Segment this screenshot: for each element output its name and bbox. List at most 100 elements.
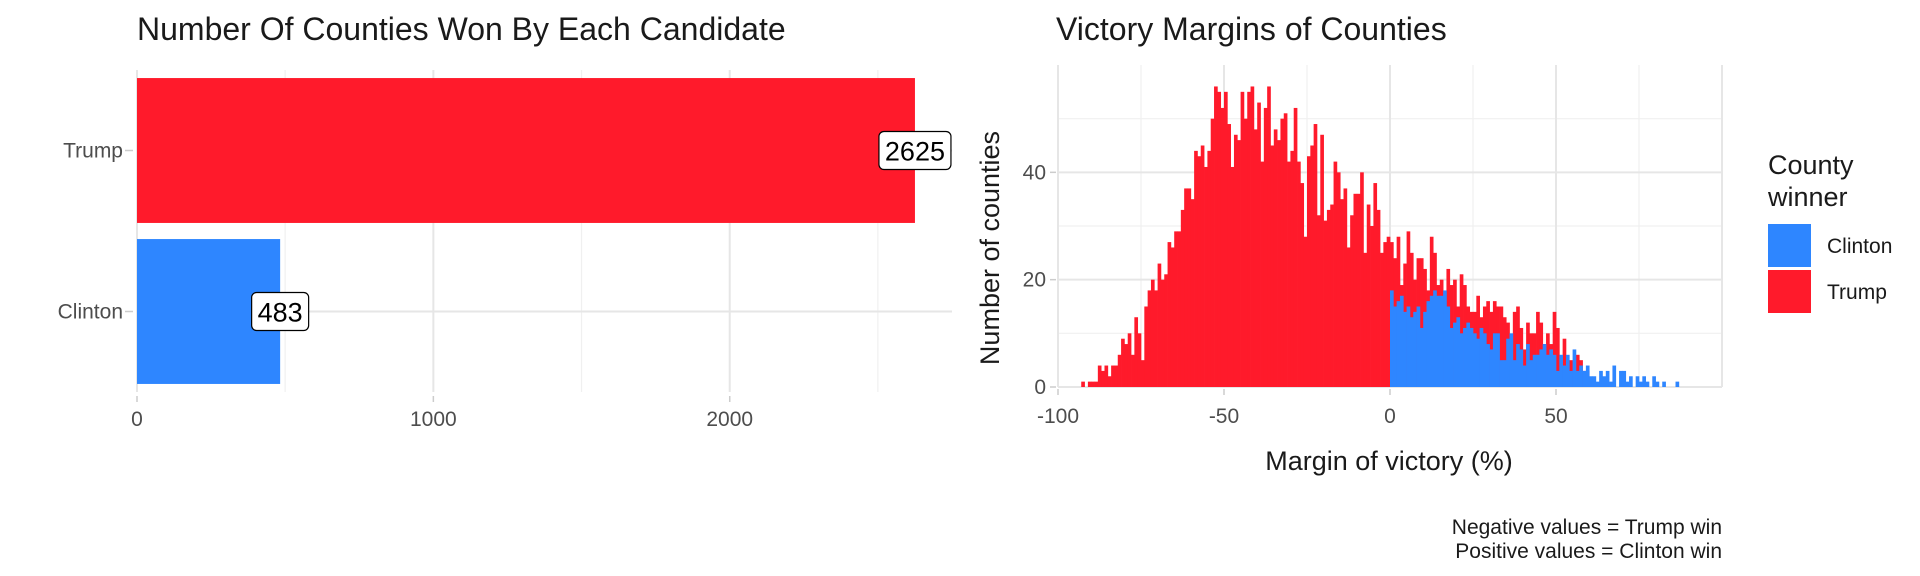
histogram-bin [1247,91,1251,387]
histogram-bin [1277,140,1281,387]
histogram-bin [1602,376,1607,387]
histogram-bars [1081,86,1680,388]
legend-swatch [1768,224,1811,267]
histogram-bin [1127,333,1132,387]
histogram-bin [1642,376,1646,387]
histogram-bin [1456,317,1461,387]
histogram-y-axis-label: Number of counties [975,131,1005,365]
histogram-bin [1565,354,1570,387]
histogram-bin [1101,370,1105,387]
histogram-bin [1310,145,1314,387]
histogram-bin [1287,161,1291,387]
histogram-x-tick-label: -100 [1037,405,1079,428]
histogram-bin [1180,209,1185,387]
histogram-bin [1556,327,1560,387]
histogram-bin [1107,376,1112,387]
histogram-bin [1373,183,1378,387]
histogram-bin [1131,354,1135,387]
histogram-bin [1111,365,1115,387]
bar-chart-x-tick-label: 0 [131,408,143,431]
histogram-bin [1316,215,1321,387]
histogram-bin [1536,311,1540,387]
histogram-bin [1399,295,1404,387]
histogram-bin [1562,365,1567,387]
histogram-bin [1496,333,1500,387]
histogram-bin [1150,279,1155,387]
legend-label: Clinton [1827,235,1892,258]
histogram-bin [1353,193,1358,387]
histogram-bin [1463,327,1467,387]
histogram-bin [1360,172,1364,387]
histogram-bin [1423,311,1427,387]
histogram-bin [1313,124,1318,388]
histogram-bin [1346,247,1351,387]
histogram-bin [1575,370,1580,387]
histogram-bin [1390,290,1394,387]
histogram-bin [1147,290,1152,387]
histogram-bin [1307,156,1311,387]
histogram-bin [1214,86,1218,387]
histogram-y-tick-label: 40 [1023,161,1046,184]
histogram-bin [1439,295,1444,387]
histogram-y-tick-labels: 0 20 40 [1023,161,1056,399]
histogram-bin [1237,140,1241,387]
histogram-bin [1257,102,1261,388]
histogram-bin [1200,145,1205,387]
histogram-bin [1303,236,1308,387]
histogram-bin [1506,338,1510,387]
histogram-bin [1230,166,1235,387]
histogram-bin [1479,327,1484,387]
histogram-bin [1376,209,1381,387]
histogram-bin [1174,231,1178,387]
histogram-bin [1419,258,1424,387]
caption-line1: Negative values = Trump win [1452,516,1722,539]
histogram-bin [1121,338,1125,387]
histogram-bin [1433,290,1437,387]
data-label-text: 483 [258,298,303,328]
histogram-bin [1502,360,1507,387]
histogram-bin [1486,301,1490,387]
histogram-panel: Victory Margins of Counties 0 20 40 -100 -5… [975,11,1892,563]
histogram-bin [1336,172,1341,387]
histogram-bin [1267,86,1271,387]
histogram-bin [1599,370,1603,387]
histogram-bin [1134,317,1139,387]
histogram-bin [1293,107,1298,387]
histogram-bin [1645,381,1650,387]
histogram-x-tick-labels: -100 -50 0 50 [1037,389,1568,428]
histogram-bin [1393,306,1397,387]
histogram-bin [1177,231,1182,387]
histogram-bin [1240,91,1245,387]
histogram-bin [1333,161,1338,387]
histogram-bin [1187,188,1192,387]
histogram-bin [1097,365,1102,387]
histogram-x-tick-label: -50 [1209,405,1239,428]
histogram-bin [1466,322,1471,387]
histogram-bin [1350,215,1354,387]
histogram-bin [1539,349,1544,387]
data-label-box [878,130,952,171]
histogram-bin [1386,236,1391,387]
histogram-bin [1326,209,1331,387]
histogram-bin [1210,118,1215,388]
histogram-bin [1363,252,1368,387]
histogram-bin [1160,279,1165,387]
bar-trump [137,78,915,223]
histogram-bin [1233,134,1238,387]
histogram-bin [1675,381,1680,387]
histogram-bin [1280,118,1285,388]
histogram-bin [1449,327,1454,387]
legend-swatch [1768,270,1811,313]
histogram-bin [1486,344,1490,387]
histogram-x-tick-label: 0 [1384,405,1396,428]
histogram-bin [1529,360,1534,387]
histogram-bin [1536,354,1540,387]
histogram-bin [1224,91,1228,387]
histogram-bin [1194,150,1198,387]
histogram-x-tick-label: 50 [1544,405,1567,428]
legend: County winner Clinton Trump [1767,150,1892,313]
histogram-bin [1167,242,1172,387]
histogram-bin [1559,354,1563,387]
histogram-bin [1124,344,1129,387]
histogram-bin [1512,360,1517,387]
